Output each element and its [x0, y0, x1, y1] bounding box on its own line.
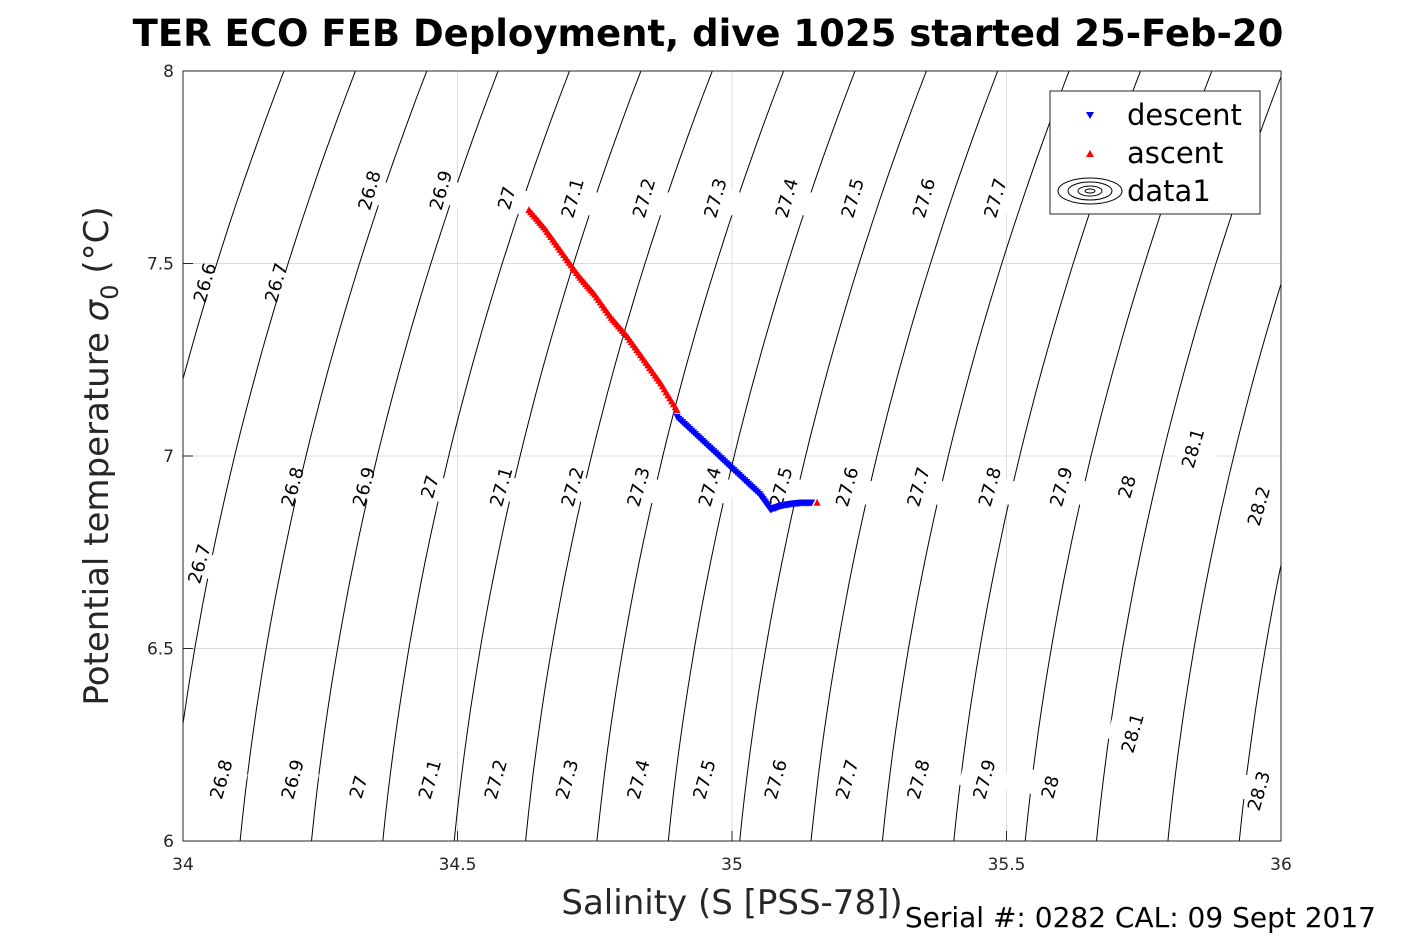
contour-label-gap [1035, 468, 1088, 505]
density-contour-line [382, 71, 571, 841]
contour-label-gap [897, 179, 951, 217]
density-contour-line [183, 71, 285, 382]
density-contour-line [739, 71, 927, 841]
contour-label-gap [1166, 430, 1220, 467]
legend-ascent-label: ascent [1127, 136, 1223, 170]
contour-label-gap [826, 179, 880, 217]
x-tick-label: 34.5 [439, 855, 477, 875]
density-contour-line [881, 71, 1070, 841]
y-tick-label: 8 [163, 62, 174, 82]
contour-label-gap [617, 179, 671, 217]
density-contour-line [311, 71, 499, 841]
y-tick-label: 7.5 [147, 255, 174, 275]
contour-label-gap [892, 761, 946, 798]
x-tick-label: 35.5 [988, 855, 1026, 875]
density-contour-line [1167, 282, 1281, 841]
contour-labels: 26.6 26.726.8 26.9 27 27.1 27.2 27.3 27.4 27.5 27… [173, 168, 1286, 813]
contour-label-gap [969, 179, 1022, 217]
density-contour-line [810, 71, 999, 841]
contour-label-gap [749, 761, 803, 798]
contour-label-gap [403, 761, 457, 798]
contour-label-gap [540, 761, 594, 798]
y-axis-label-subscript: 0 [96, 284, 124, 299]
density-contour-line [667, 71, 856, 841]
y-tick-label: 7 [163, 447, 174, 467]
contour-label-gap [1232, 487, 1286, 525]
contour-label-gap [1024, 768, 1077, 806]
legend-ascent-marker [1086, 150, 1094, 157]
y-tick-labels: 6 6.5 7 7.5 8 [147, 62, 174, 852]
contour-label-gap [480, 179, 534, 217]
x-axis-label: Salinity (S [PSS-78]) [561, 883, 902, 923]
axes-box [182, 70, 1282, 842]
y-tick-label: 6.5 [147, 640, 174, 660]
contour-label-gap [195, 761, 248, 798]
contour-label-gap [958, 761, 1011, 798]
legend-contour-icon [1057, 177, 1123, 205]
contour-label-gap [1100, 468, 1154, 505]
legend-box [1049, 90, 1261, 215]
contour-label-gap [1106, 715, 1160, 752]
density-contour-line [1238, 562, 1281, 841]
legend-descent-label: descent [1127, 98, 1242, 132]
contour-label-gap [343, 172, 397, 209]
ascent-point [813, 498, 821, 506]
contour-label-gap [337, 468, 391, 505]
contour-label-gap [266, 761, 320, 798]
x-tick-label: 35 [721, 855, 743, 875]
contour-label-gap [178, 264, 232, 301]
y-axis-label-sigma: σ [77, 298, 117, 321]
ascent-point [673, 406, 681, 414]
density-contour-line [1307, 33, 1417, 880]
contour-label-gap [403, 468, 457, 505]
density-contour-line [453, 71, 642, 841]
contour-label-gap [414, 172, 468, 209]
contour-label-gap [173, 545, 226, 582]
contour-label-gap [820, 468, 874, 505]
contour-label-gap [475, 468, 528, 505]
density-contours [183, 33, 1417, 880]
contour-label-gap [332, 768, 386, 806]
contour-label-gap [1232, 772, 1286, 810]
contour-label-gap [760, 179, 814, 217]
y-axis-label-unit: (°C) [77, 206, 117, 284]
y-axis-label-main: Potential temperature [77, 321, 117, 705]
contour-label-gap [892, 468, 946, 505]
contour-label-gap [963, 468, 1017, 505]
serial-cal-footer: Serial #: 0282 CAL: 09 Sept 2017 [905, 901, 1376, 934]
y-axis-label: Potential temperature σ0 (°C) [77, 206, 124, 705]
data-points [525, 206, 821, 514]
contour-label-gap [678, 761, 731, 798]
density-contour-line [525, 71, 713, 841]
descent-point [808, 499, 816, 507]
contour-label-gap [612, 761, 666, 798]
density-contour-line [596, 71, 785, 841]
contour-label-gap [689, 179, 742, 217]
contour-label-gap [683, 468, 737, 505]
contour-label-gap [820, 761, 874, 798]
density-contour-line [183, 71, 356, 728]
contour-label-gap [755, 468, 808, 505]
legend-data1-label: data1 [1127, 174, 1211, 208]
x-tick-labels: 34 34.5 35 35.5 36 [172, 855, 1292, 875]
y-tick-label: 6 [163, 832, 174, 852]
chart-title: TER ECO FEB Deployment, dive 1025 starte… [133, 12, 1284, 55]
x-tick-label: 36 [1270, 855, 1292, 875]
contour-label-gap [249, 264, 303, 301]
contour-label-gap [612, 468, 666, 505]
density-contour-line [239, 71, 428, 841]
contour-label-gap [546, 179, 600, 217]
x-tick-label: 34 [172, 855, 194, 875]
contour-label-gap [266, 468, 320, 505]
legend-descent-marker [1086, 112, 1094, 119]
legend: descent ascent data1 [1049, 90, 1261, 215]
contour-label-gap [469, 761, 523, 798]
contour-label-gap [546, 468, 600, 505]
